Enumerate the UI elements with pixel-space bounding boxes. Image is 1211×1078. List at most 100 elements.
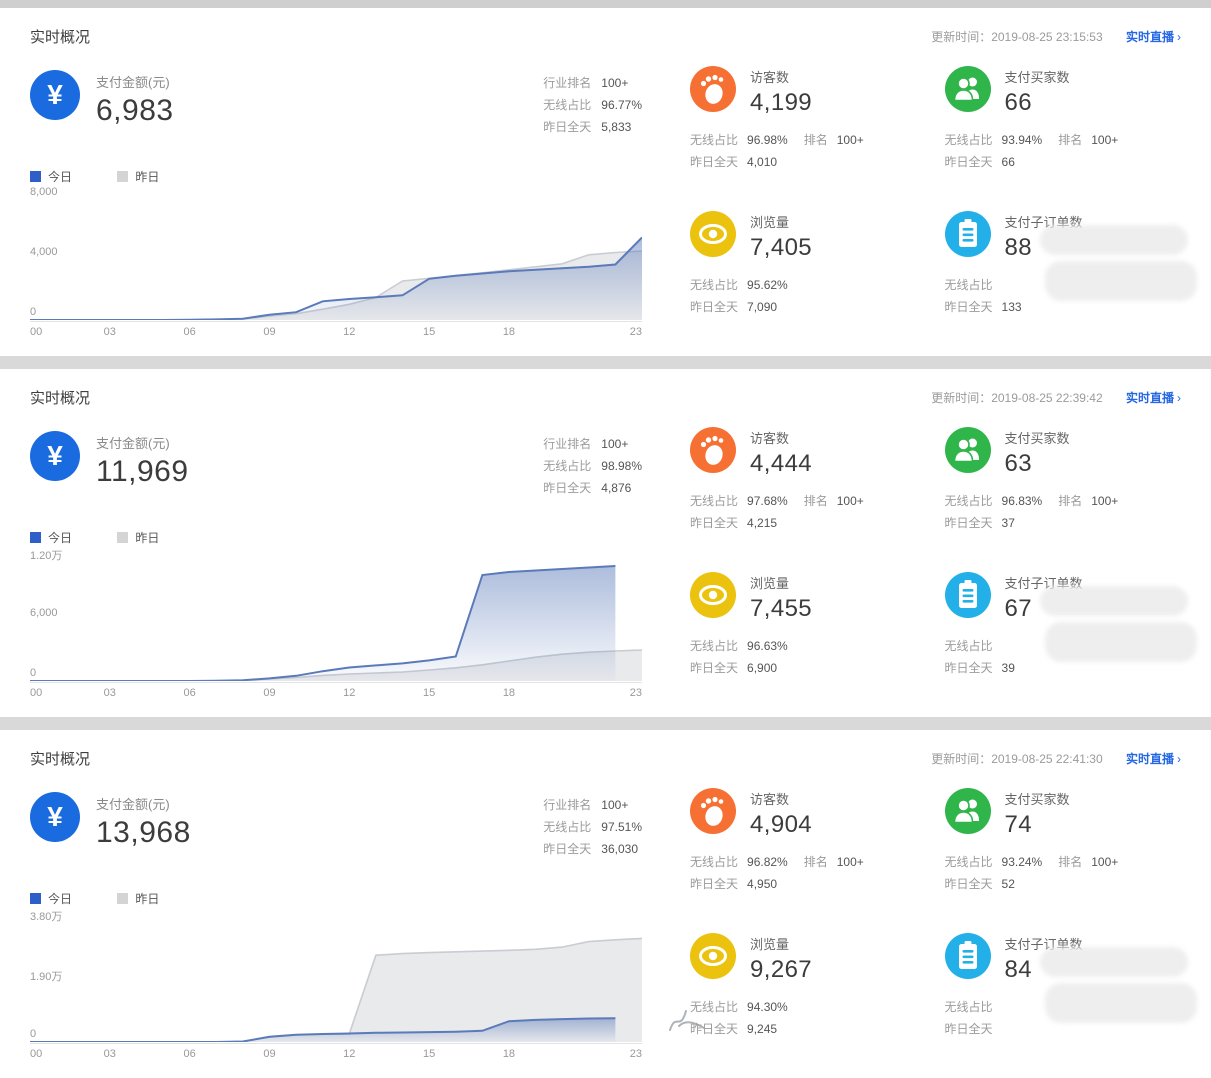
stat-row: 昨日全天 4,010 (690, 155, 778, 169)
privacy-blur-patch (1044, 983, 1197, 1023)
legend-today: 今日 (30, 892, 72, 906)
update-time-value: 2019-08-25 22:41:30 (991, 751, 1103, 766)
update-time-label: 更新时间： (931, 29, 992, 44)
x-axis-tick: 18 (502, 687, 516, 699)
realtime-live-link[interactable]: 实时直播 › (1125, 390, 1181, 405)
stat-label: 支付买家数 (1004, 431, 1070, 446)
kpi-side-stats: 行业排名 100+ 无线占比 96.77% 昨日全天 5,833 (543, 70, 642, 138)
chart-legend: 今日 昨日 (30, 529, 642, 545)
stat-value: 74 (1004, 811, 1032, 838)
legend-today: 今日 (30, 170, 72, 184)
stat-row: 昨日全天 6,900 (690, 661, 778, 675)
today-swatch (30, 893, 41, 904)
stat-label: 支付买家数 (1004, 70, 1070, 85)
y-axis-tick: 0 (30, 667, 37, 679)
chart-plot (30, 200, 642, 320)
footprint-icon (690, 427, 736, 473)
x-axis-tick: 09 (263, 1048, 276, 1060)
kpi-side-stats: 行业排名 100+ 无线占比 97.51% 昨日全天 36,030 (543, 792, 642, 860)
chevron-right-icon: › (1177, 29, 1181, 44)
stat-value: 4,904 (750, 811, 813, 838)
stat-row: 无线占比 93.24% 排名 100+ (944, 855, 1119, 869)
stat-card-visitors: 访客数 4,199 无线占比 96.98% 排名 100+ 昨日全天 4,010 (690, 66, 927, 181)
x-axis-tick: 00 (30, 326, 43, 338)
chevron-right-icon: › (1177, 390, 1181, 405)
kpi-main: 支付金额(元) 11,969 (96, 431, 189, 499)
realtime-live-link[interactable]: 实时直播 › (1125, 751, 1181, 766)
y-axis-tick: 6,000 (30, 607, 58, 619)
stat-card-suborders: 支付子订单数 67 无线占比 昨日全天 39 (944, 572, 1197, 687)
x-axis-tick: 15 (423, 1048, 436, 1060)
stat-rows: 无线占比 昨日全天 39 (945, 635, 1182, 679)
industry-rank-row: 行业排名 100+ (543, 437, 629, 451)
panel-title: 实时概况 (30, 750, 91, 768)
y-axis-tick: 8,000 (30, 186, 58, 198)
kpi-row: ¥ 支付金额(元) 6,983 行业排名 100+ 无线占比 96.77% 昨日全天… (30, 70, 642, 138)
stat-row: 昨日全天 (944, 1022, 993, 1036)
yuan-icon: ¥ (30, 792, 80, 842)
stat-rows: 无线占比 96.83% 排名 100+ 昨日全天 37 (945, 490, 1182, 534)
privacy-blur-patch (1039, 947, 1188, 977)
industry-rank-row: 行业排名 100+ (543, 76, 629, 90)
clipboard-icon (944, 572, 991, 618)
kpi-value: 6,983 (96, 94, 174, 127)
people-icon (944, 66, 991, 112)
clipboard-icon (944, 933, 991, 979)
yesterday-swatch (117, 893, 129, 904)
stat-row: 无线占比 (944, 278, 993, 292)
people-icon (944, 788, 991, 834)
stat-card-buyers: 支付买家数 74 无线占比 93.24% 排名 100+ 昨日全天 52 (944, 788, 1182, 903)
kpi-label: 支付金额(元) (96, 436, 170, 451)
eye-icon (690, 933, 736, 979)
kpi-row: ¥ 支付金额(元) 13,968 行业排名 100+ 无线占比 97.51% 昨日全… (30, 792, 642, 860)
privacy-blur-patch (1044, 622, 1197, 662)
stat-row: 昨日全天 39 (944, 661, 1015, 675)
x-axis-tick: 23 (629, 687, 642, 699)
eye-icon (690, 572, 736, 618)
chart-legend: 今日 昨日 (30, 168, 642, 184)
stat-card-visitors: 访客数 4,444 无线占比 97.68% 排名 100+ 昨日全天 4,215 (690, 427, 927, 542)
panel-header-right: 更新时间：2019-08-25 22:41:30 实时直播 › (931, 750, 1181, 767)
x-axis-tick: 18 (502, 1048, 516, 1060)
privacy-blur-patch (1039, 586, 1188, 616)
x-axis-tick: 12 (343, 687, 356, 699)
panel-title: 实时概况 (30, 389, 91, 407)
update-time-value: 2019-08-25 23:15:53 (991, 29, 1103, 44)
stat-value: 4,199 (750, 89, 813, 116)
today-swatch (30, 532, 41, 543)
stat-row: 昨日全天 133 (944, 300, 1022, 314)
metrics-grid: 访客数 4,444 无线占比 97.68% 排名 100+ 昨日全天 4,215 支付买… (642, 415, 1197, 709)
chart-legend: 今日 昨日 (30, 890, 642, 906)
stat-row: 无线占比 96.98% 排名 100+ (690, 133, 864, 147)
update-time-label: 更新时间： (931, 751, 992, 766)
eye-icon (690, 211, 736, 257)
chevron-right-icon: › (1177, 751, 1181, 766)
payment-section: ¥ 支付金额(元) 13,968 行业排名 100+ 无线占比 97.51% 昨日全… (30, 776, 642, 1070)
y-axis-tick: 0 (30, 1028, 37, 1040)
industry-rank-row: 行业排名 100+ (543, 798, 629, 812)
yesterday-total-row: 昨日全天 36,030 (543, 842, 638, 856)
stat-card-buyers: 支付买家数 63 无线占比 96.83% 排名 100+ 昨日全天 37 (944, 427, 1182, 542)
stat-label: 浏览量 (750, 215, 790, 230)
legend-yesterday: 昨日 (117, 892, 159, 906)
realtime-live-link[interactable]: 实时直播 › (1125, 29, 1181, 44)
stat-row: 无线占比 96.63% (690, 639, 788, 653)
x-axis-tick: 09 (263, 326, 276, 338)
stat-rows: 无线占比 96.82% 排名 100+ 昨日全天 4,950 (690, 851, 927, 895)
y-axis-tick: 0 (30, 306, 37, 318)
stat-row: 无线占比 93.94% 排名 100+ (944, 133, 1119, 147)
privacy-blur-patch (1044, 261, 1197, 301)
yesterday-total-row: 昨日全天 4,876 (543, 481, 632, 495)
stat-rows: 无线占比 昨日全天 133 (945, 274, 1182, 318)
wireless-share-row: 无线占比 96.77% (543, 98, 642, 112)
panel-body: ¥ 支付金额(元) 6,983 行业排名 100+ 无线占比 96.77% 昨日全天… (30, 54, 1197, 348)
x-axis-tick: 15 (423, 326, 436, 338)
people-icon (944, 427, 991, 473)
metrics-grid: 访客数 4,199 无线占比 96.98% 排名 100+ 昨日全天 4,010 支付买… (642, 54, 1197, 348)
stat-row: 昨日全天 52 (944, 877, 1015, 891)
legend-today: 今日 (30, 531, 72, 545)
payment-section: ¥ 支付金额(元) 6,983 行业排名 100+ 无线占比 96.77% 昨日全天… (30, 54, 642, 348)
x-axis-tick: 03 (103, 687, 116, 699)
x-axis-tick: 12 (343, 326, 356, 338)
stat-row: 无线占比 95.62% (690, 278, 788, 292)
